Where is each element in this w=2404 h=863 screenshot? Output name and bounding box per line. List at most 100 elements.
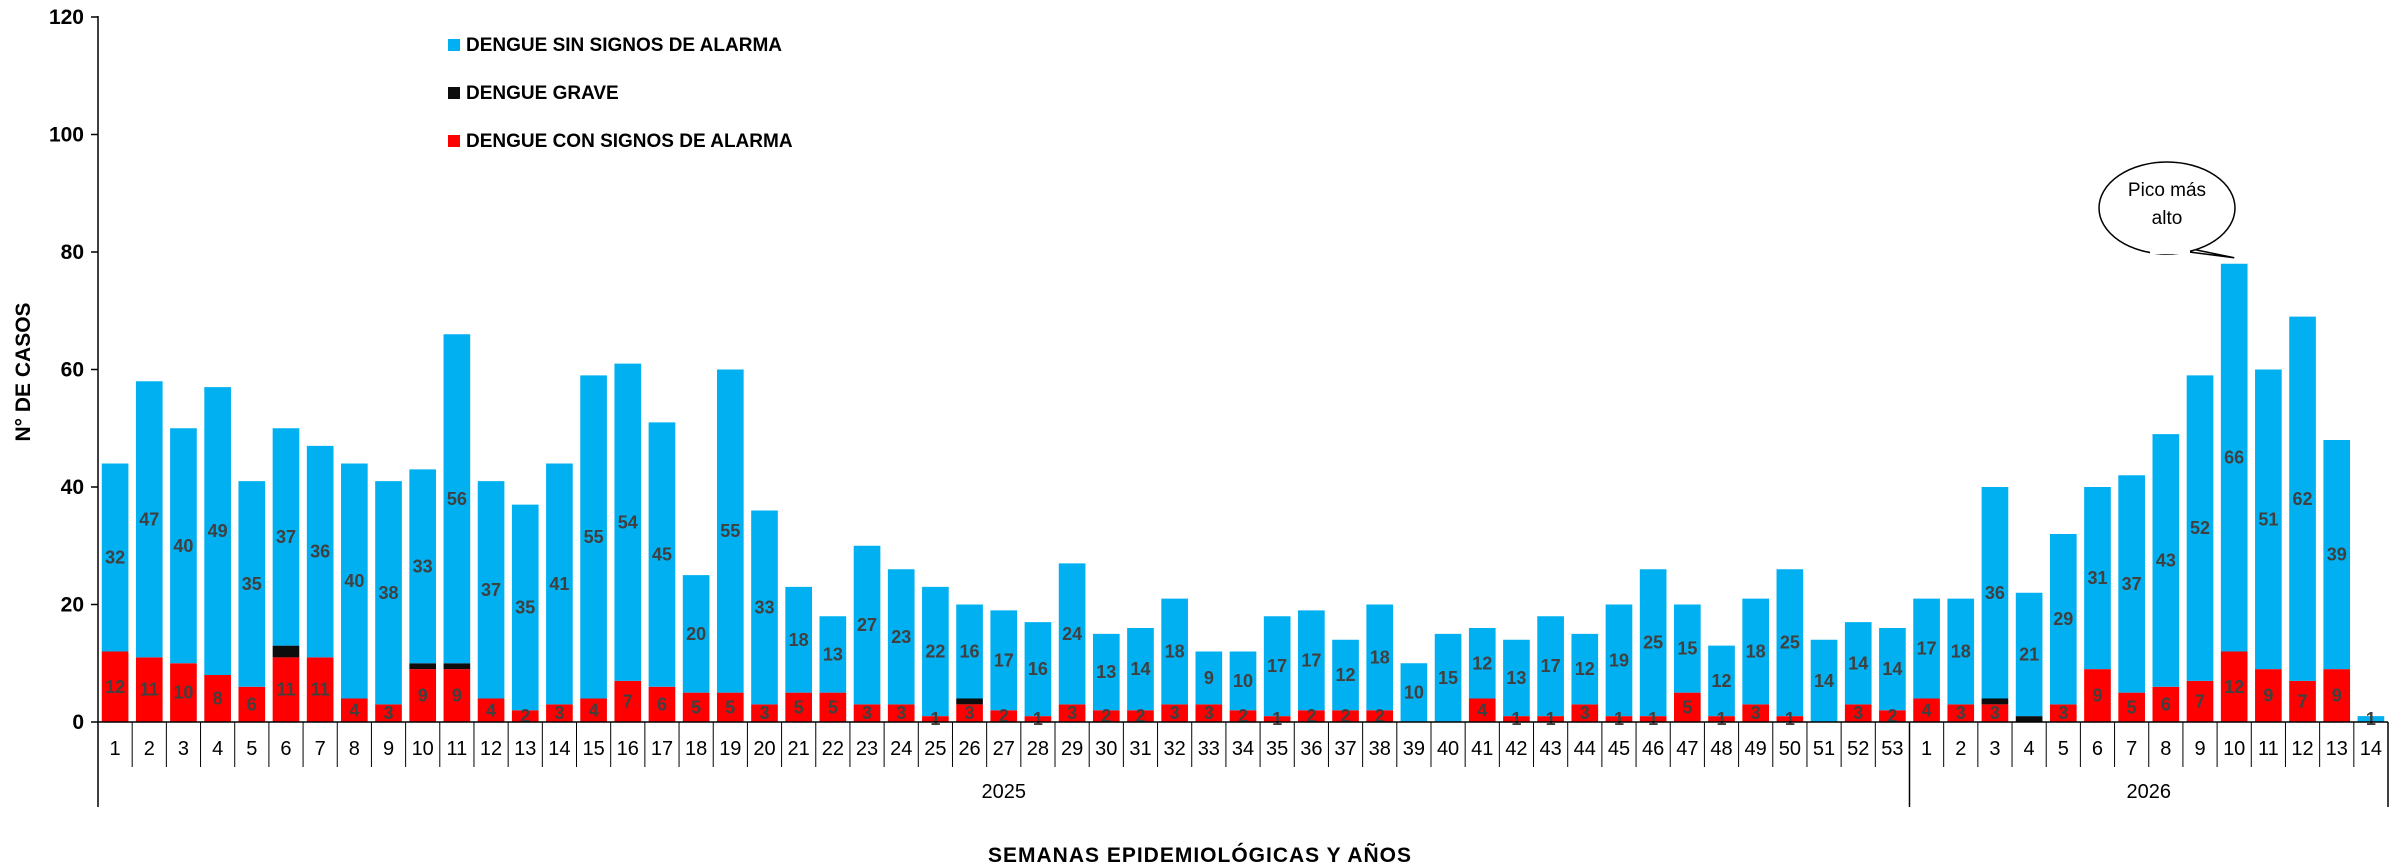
- bar-segment: [1332, 639, 1359, 711]
- callout-text-line1: Pico más: [2128, 180, 2206, 201]
- data-label: 5: [725, 697, 735, 717]
- data-label: 2: [1887, 706, 1897, 726]
- x-tick-label: 50: [1779, 738, 1801, 760]
- data-label: 18: [1370, 647, 1390, 667]
- bar-segment: [1195, 651, 1223, 705]
- bar-segment: [1742, 598, 1770, 705]
- data-label: 3: [896, 703, 906, 723]
- x-tick-label: 44: [1574, 738, 1596, 760]
- bar-segment: [682, 692, 710, 722]
- data-label: 14: [1848, 653, 1868, 673]
- data-label: 22: [925, 642, 945, 662]
- data-label: 1: [1272, 709, 1282, 729]
- bar-segment: [1571, 704, 1599, 722]
- data-label: 3: [2058, 703, 2068, 723]
- data-label: 4: [589, 700, 599, 720]
- data-label: 21: [2019, 644, 2039, 664]
- bar-segment: [1639, 569, 1667, 717]
- bar-segment: [1400, 663, 1428, 722]
- data-label: 10: [173, 683, 193, 703]
- x-tick-label: 6: [2092, 738, 2103, 760]
- data-label: 12: [1336, 665, 1356, 685]
- data-label: 9: [418, 686, 428, 706]
- bar-segment: [1092, 633, 1120, 711]
- x-tick-label: 41: [1471, 738, 1493, 760]
- data-label: 4: [1477, 700, 1487, 720]
- data-label: 15: [1438, 668, 1458, 688]
- bar-segment: [2289, 680, 2316, 722]
- bar-segment: [2220, 263, 2248, 652]
- data-label: 5: [1682, 697, 1692, 717]
- data-label: 25: [1780, 633, 1800, 653]
- x-tick-label: 12: [2291, 738, 2313, 760]
- x-axis-label: SEMANAS EPIDEMIOLÓGICAS Y AÑOS: [988, 843, 1412, 863]
- x-tick-label: 14: [548, 738, 570, 760]
- bar-segment: [2015, 716, 2043, 722]
- data-label: 66: [2224, 448, 2244, 468]
- data-label: 20: [686, 624, 706, 644]
- bar-segment: [2323, 440, 2351, 670]
- bar-segment: [477, 481, 505, 699]
- data-label: 3: [1067, 703, 1077, 723]
- x-tick-label: 32: [1164, 738, 1186, 760]
- x-tick-label: 9: [383, 738, 394, 760]
- data-label: 52: [2190, 518, 2210, 538]
- bar-segment: [1263, 716, 1291, 722]
- bar-segment: [1639, 716, 1667, 722]
- bar-segment: [511, 710, 539, 722]
- data-label: 11: [311, 680, 330, 700]
- x-tick-label: 40: [1437, 738, 1459, 760]
- data-label: 10: [1233, 671, 1253, 691]
- bar-segment: [956, 704, 983, 722]
- bar-segment: [1605, 716, 1633, 722]
- y-tick-label: 120: [49, 6, 84, 29]
- data-label: 7: [2298, 691, 2308, 711]
- bar-segment: [1810, 639, 1838, 722]
- x-tick-label: 25: [924, 738, 946, 760]
- bar-segment: [2186, 375, 2214, 681]
- bar-segment: [2220, 651, 2248, 722]
- data-label: 3: [1956, 703, 1966, 723]
- bar-segment: [751, 510, 778, 705]
- data-label: 37: [2122, 574, 2142, 594]
- bar-segment: [101, 463, 129, 652]
- y-tick-label: 80: [61, 241, 84, 264]
- x-tick-label: 45: [1608, 738, 1630, 760]
- x-tick-label: 1: [110, 738, 121, 760]
- data-labels: 1232114710408496351137113644033893395643…: [105, 448, 2376, 729]
- bar-segment: [1263, 616, 1291, 717]
- data-label: 6: [657, 694, 667, 714]
- bar-segment: [1229, 710, 1257, 722]
- bar-segment: [2152, 686, 2180, 722]
- x-tick-label: 16: [617, 738, 639, 760]
- data-label: 8: [213, 689, 223, 709]
- data-label: 4: [349, 700, 359, 720]
- data-label: 2: [999, 706, 1009, 726]
- bar-segment: [751, 704, 778, 722]
- x-tick-label: 2: [1955, 738, 1966, 760]
- data-label: 1: [1785, 709, 1795, 729]
- data-label: 6: [247, 694, 257, 714]
- bar-segment: [819, 616, 847, 693]
- x-tick-label: 43: [1539, 738, 1561, 760]
- data-label: 2: [1135, 706, 1145, 726]
- bar-segment: [2015, 592, 2043, 717]
- data-label: 9: [452, 686, 462, 706]
- data-label: 3: [1853, 703, 1863, 723]
- data-label: 9: [2332, 686, 2342, 706]
- legend-label-con-signos: DENGUE CON SIGNOS DE ALARMA: [466, 131, 793, 152]
- data-label: 16: [960, 642, 980, 662]
- bar-segment: [1024, 622, 1052, 717]
- bar-segment: [204, 675, 231, 722]
- data-label: 1: [1648, 709, 1658, 729]
- bar-segment: [1537, 716, 1564, 722]
- bar-segment: [580, 375, 607, 699]
- bar-segment: [204, 387, 231, 675]
- bar-segment: [170, 663, 197, 722]
- data-label: 3: [1580, 703, 1590, 723]
- x-tick-label: 10: [2223, 738, 2245, 760]
- bar-segment: [1366, 710, 1394, 722]
- data-label: 12: [1575, 659, 1595, 679]
- bar-segment: [1605, 604, 1633, 717]
